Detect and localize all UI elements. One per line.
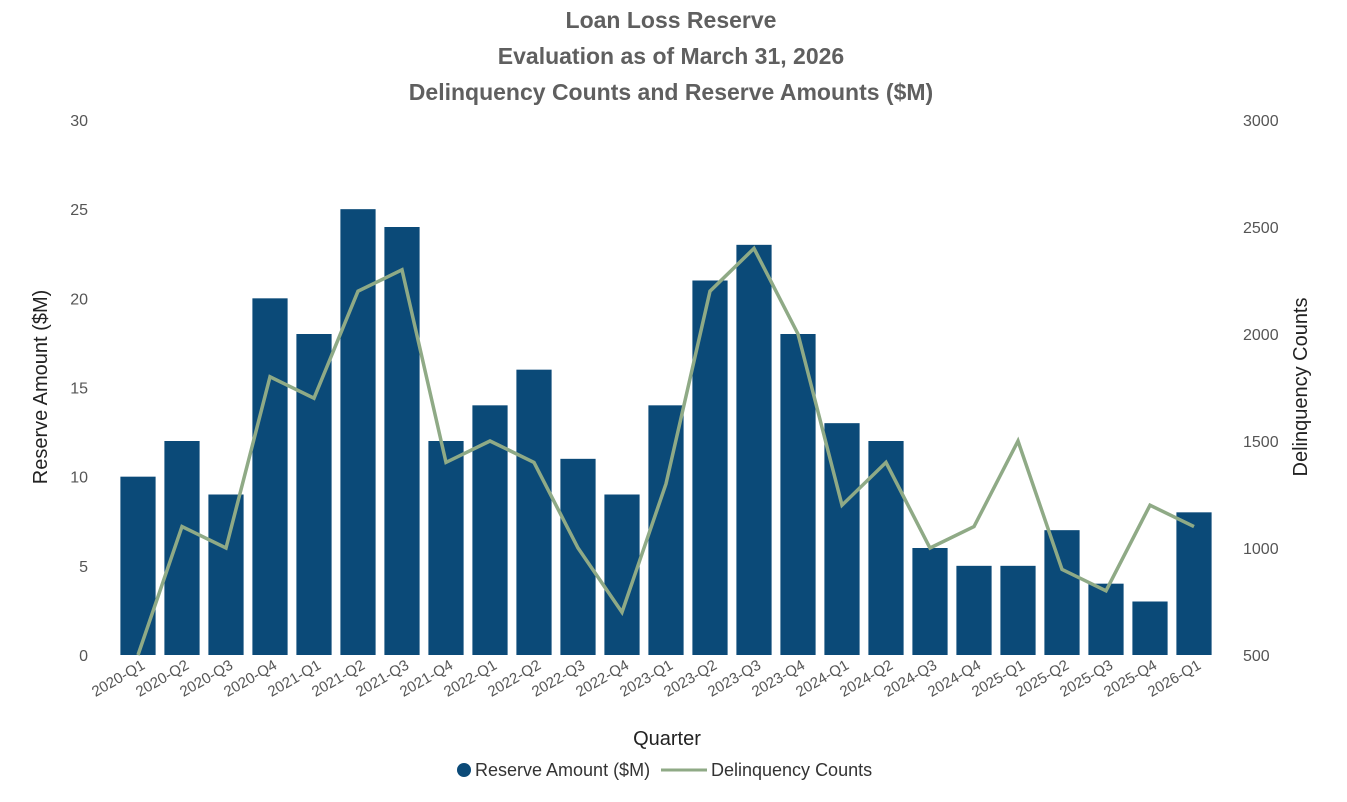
bar-2023-Q3 [736, 244, 772, 656]
bar-2021-Q3 [384, 227, 420, 655]
bar-2022-Q2 [516, 369, 552, 655]
y-axis-right-title: Delinquency Counts [1290, 298, 1312, 477]
chart-title-line-1: Loan Loss Reserve [566, 7, 777, 33]
bar-2025-Q2 [1044, 530, 1080, 655]
legend-line-label: Delinquency Counts [711, 760, 872, 780]
y-left-tick-label: 25 [70, 202, 88, 219]
bar-2020-Q2 [164, 441, 200, 655]
bar-2026-Q1 [1176, 512, 1212, 655]
y-left-tick-label: 20 [70, 291, 88, 308]
chart-title: Loan Loss Reserve Evaluation as of March… [409, 7, 933, 105]
bar-2021-Q1 [296, 334, 332, 655]
bar-2025-Q3 [1088, 583, 1124, 655]
bar-2024-Q3 [912, 548, 948, 655]
y-right-tick-label: 500 [1243, 648, 1270, 665]
chart-title-line-2: Evaluation as of March 31, 2026 [498, 43, 844, 69]
x-axis-title: Quarter [633, 728, 701, 750]
y-right-tick-label: 3000 [1243, 113, 1279, 130]
bar-2023-Q1 [648, 405, 684, 655]
bar-2023-Q2 [692, 280, 728, 655]
bar-2021-Q2 [340, 209, 376, 655]
line-series [136, 245, 1195, 656]
bar-2023-Q4 [780, 334, 816, 655]
y-left-tick-label: 10 [70, 470, 88, 487]
legend-bar-swatch [457, 763, 471, 777]
bar-2020-Q1 [120, 476, 156, 655]
y-axis-right-ticks: 500 1000 1500 2000 2500 3000 [1243, 113, 1279, 665]
bar-2024-Q4 [956, 565, 992, 655]
bar-2024-Q2 [868, 441, 904, 655]
bar-series [120, 209, 1212, 656]
y-left-tick-label: 15 [70, 381, 88, 398]
y-right-tick-label: 1500 [1243, 434, 1279, 451]
x-axis-ticks: 2020-Q12020-Q22020-Q32020-Q42021-Q12021-… [89, 657, 1204, 701]
y-axis-left-ticks: 0 5 10 15 20 25 30 [70, 113, 88, 665]
chart-title-line-3: Delinquency Counts and Reserve Amounts (… [409, 79, 933, 105]
y-axis-left-title: Reserve Amount ($M) [30, 290, 52, 485]
y-right-tick-label: 1000 [1243, 541, 1279, 558]
y-left-tick-label: 5 [79, 559, 88, 576]
bar-2022-Q3 [560, 458, 596, 655]
bar-2025-Q1 [1000, 565, 1036, 655]
y-left-tick-label: 0 [79, 648, 88, 665]
legend-bar-label: Reserve Amount ($M) [475, 760, 650, 780]
bar-2025-Q4 [1132, 601, 1168, 655]
legend: Reserve Amount ($M) Delinquency Counts [457, 760, 872, 780]
y-right-tick-label: 2000 [1243, 327, 1279, 344]
bar-2020-Q3 [208, 494, 244, 655]
y-right-tick-label: 2500 [1243, 220, 1279, 237]
y-left-tick-label: 30 [70, 113, 88, 130]
bar-2021-Q4 [428, 441, 464, 655]
bar-2020-Q4 [252, 298, 288, 655]
